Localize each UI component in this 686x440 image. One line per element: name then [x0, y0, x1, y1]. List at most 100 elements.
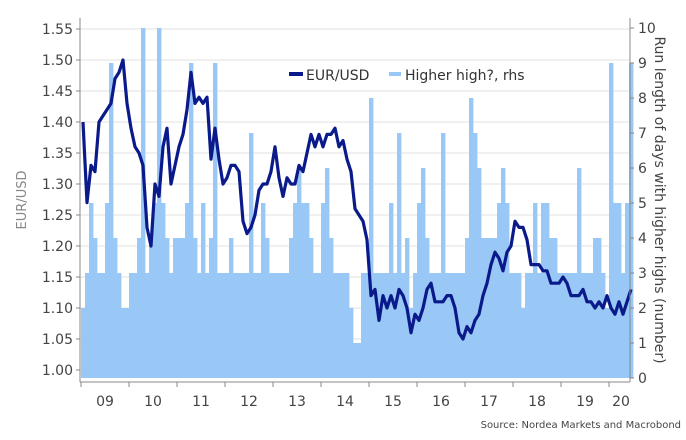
higher-high-bar	[305, 203, 310, 378]
higher-high-bar	[233, 273, 238, 378]
higher-high-bar	[221, 273, 226, 378]
higher-high-bar	[513, 273, 518, 378]
higher-high-bar	[349, 308, 354, 378]
higher-high-bar	[353, 343, 358, 378]
y-tick-label: 1.25	[42, 208, 73, 224]
higher-high-bar	[93, 238, 98, 378]
higher-high-bar	[581, 273, 586, 378]
higher-high-bar	[445, 273, 450, 378]
higher-high-bar	[565, 273, 570, 378]
higher-high-bar	[345, 273, 350, 378]
higher-high-bar	[577, 168, 582, 378]
higher-high-bar	[437, 273, 442, 378]
higher-high-bar	[473, 133, 478, 378]
higher-high-bar	[81, 308, 86, 378]
higher-high-bar	[181, 238, 186, 378]
higher-high-bar	[625, 203, 630, 378]
legend: EUR/USD Higher high?, rhs	[289, 68, 525, 84]
higher-high-bar	[209, 238, 214, 378]
y2-tick-label: 4	[638, 231, 647, 247]
higher-high-bar	[609, 63, 614, 378]
higher-high-bar	[109, 63, 114, 378]
higher-high-bar	[317, 273, 322, 378]
higher-high-bar	[497, 203, 502, 378]
higher-high-bar	[289, 238, 294, 378]
higher-high-bar	[389, 203, 394, 378]
higher-high-bar	[601, 273, 606, 378]
higher-high-bar	[549, 238, 554, 378]
higher-high-bar	[281, 273, 286, 378]
higher-high-bar	[89, 203, 94, 378]
y2-tick-label: 1	[638, 336, 647, 352]
higher-high-bar	[505, 203, 510, 378]
y2-tick-label: 8	[638, 91, 647, 107]
higher-high-bar	[313, 273, 318, 378]
higher-high-bar	[429, 273, 434, 378]
higher-high-bar	[485, 238, 490, 378]
x-tick-label: 12	[240, 394, 258, 410]
higher-high-bar	[249, 133, 254, 378]
higher-high-bar	[245, 273, 250, 378]
higher-high-bar	[133, 273, 138, 378]
y-tick-label: 1.00	[42, 363, 73, 379]
x-tick-label: 14	[336, 394, 354, 410]
higher-high-bar	[161, 203, 166, 378]
higher-high-bar	[613, 203, 618, 378]
higher-high-bar	[285, 273, 290, 378]
x-tick-label: 10	[144, 394, 162, 410]
higher-high-bar	[629, 63, 634, 378]
higher-high-bar	[421, 168, 426, 378]
higher-high-bar	[197, 273, 202, 378]
higher-high-bar	[145, 273, 150, 378]
higher-high-bar	[393, 273, 398, 378]
higher-high-bar	[149, 238, 154, 378]
y-tick-label: 1.50	[42, 53, 73, 69]
higher-high-bar	[533, 203, 538, 378]
higher-high-bar	[617, 203, 622, 378]
higher-high-bar	[225, 273, 230, 378]
y-axis-label: EUR/USD	[15, 171, 30, 230]
source-note: Source: Nordea Markets and Macrobond	[481, 420, 681, 431]
higher-high-bar	[413, 273, 418, 378]
higher-high-bar	[165, 238, 170, 378]
higher-high-bar	[193, 238, 198, 378]
higher-high-bar	[177, 238, 182, 378]
higher-high-bar	[525, 273, 530, 378]
higher-high-bar	[441, 133, 446, 378]
higher-high-bar	[561, 273, 566, 378]
higher-high-bar	[517, 273, 522, 378]
higher-high-bar	[381, 273, 386, 378]
axes: 1.00 1.05 1.10 1.15 1.20 1.25 1.30 1.35 1.40 1.45…	[42, 18, 656, 410]
x-tick-label: 11	[192, 394, 210, 410]
higher-high-bar	[277, 273, 282, 378]
higher-high-bar	[213, 63, 218, 378]
higher-high-bar	[329, 238, 334, 378]
higher-high-bars	[81, 28, 634, 378]
y2-tick-label: 9	[638, 56, 647, 72]
higher-high-bar	[397, 133, 402, 378]
higher-high-bar	[125, 308, 130, 378]
higher-high-bar	[121, 308, 126, 378]
higher-high-bar	[293, 203, 298, 378]
y2-tick-label: 2	[638, 301, 647, 317]
higher-high-bar	[401, 273, 406, 378]
higher-high-bar	[369, 98, 374, 378]
higher-high-bar	[113, 238, 118, 378]
higher-high-bar	[253, 273, 258, 378]
higher-high-bar	[361, 273, 366, 378]
higher-high-bar	[105, 203, 110, 378]
legend-label-higher-high: Higher high?, rhs	[405, 68, 525, 84]
higher-high-bar	[141, 28, 146, 378]
higher-high-bar	[217, 273, 222, 378]
x-tick-label: 13	[288, 394, 306, 410]
higher-high-bar	[557, 273, 562, 378]
higher-high-bar	[589, 273, 594, 378]
higher-high-bar	[569, 273, 574, 378]
legend-swatch-higher-high	[389, 72, 401, 76]
higher-high-bar	[433, 273, 438, 378]
legend-label-eurusd: EUR/USD	[306, 68, 369, 84]
higher-high-bar	[153, 203, 158, 378]
higher-high-bar	[529, 273, 534, 378]
higher-high-bar	[301, 203, 306, 378]
